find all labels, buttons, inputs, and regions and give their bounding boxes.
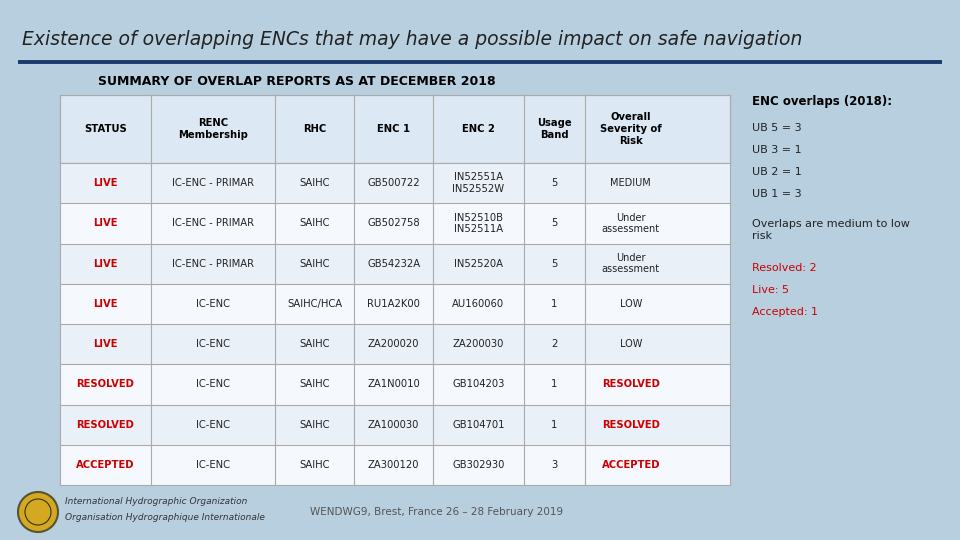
Text: ENC overlaps (2018):: ENC overlaps (2018):	[752, 95, 892, 108]
Text: ZA300120: ZA300120	[368, 460, 420, 470]
Text: ACCEPTED: ACCEPTED	[602, 460, 660, 470]
FancyBboxPatch shape	[60, 203, 730, 244]
Text: SAIHC: SAIHC	[300, 218, 330, 228]
Text: IC-ENC: IC-ENC	[196, 299, 230, 309]
Text: Resolved: 2: Resolved: 2	[752, 263, 817, 273]
Text: Usage
Band: Usage Band	[538, 118, 572, 140]
Text: 5: 5	[551, 178, 558, 188]
FancyBboxPatch shape	[60, 364, 730, 404]
Text: LOW: LOW	[619, 299, 642, 309]
Text: RHC: RHC	[303, 124, 326, 134]
Text: GB302930: GB302930	[452, 460, 505, 470]
Text: 1: 1	[551, 299, 558, 309]
FancyBboxPatch shape	[60, 284, 730, 324]
Text: IC-ENC: IC-ENC	[196, 339, 230, 349]
Text: 2: 2	[551, 339, 558, 349]
Text: WENDWG9, Brest, France 26 – 28 February 2019: WENDWG9, Brest, France 26 – 28 February …	[310, 507, 564, 517]
Text: 3: 3	[551, 460, 558, 470]
Text: IC-ENC: IC-ENC	[196, 460, 230, 470]
Text: IN52551A
IN52552W: IN52551A IN52552W	[452, 172, 504, 194]
Text: SAIHC: SAIHC	[300, 259, 330, 268]
Text: Overlaps are medium to low
risk: Overlaps are medium to low risk	[752, 219, 910, 241]
Text: 1: 1	[551, 380, 558, 389]
Text: IC-ENC - PRIMAR: IC-ENC - PRIMAR	[172, 178, 254, 188]
Text: GB54232A: GB54232A	[367, 259, 420, 268]
Text: Live: 5: Live: 5	[752, 285, 789, 295]
FancyBboxPatch shape	[60, 404, 730, 445]
Text: RESOLVED: RESOLVED	[602, 380, 660, 389]
Text: GB500722: GB500722	[368, 178, 420, 188]
Text: RESOLVED: RESOLVED	[77, 380, 134, 389]
FancyBboxPatch shape	[60, 95, 730, 163]
Text: RESOLVED: RESOLVED	[602, 420, 660, 430]
Text: SAIHC: SAIHC	[300, 380, 330, 389]
Text: Under
assessment: Under assessment	[602, 253, 660, 274]
Text: LIVE: LIVE	[93, 259, 118, 268]
Text: IN52520A: IN52520A	[454, 259, 503, 268]
Text: Under
assessment: Under assessment	[602, 213, 660, 234]
Text: 5: 5	[551, 259, 558, 268]
Circle shape	[18, 492, 58, 532]
Text: Organisation Hydrographique Internationale: Organisation Hydrographique Internationa…	[65, 514, 265, 523]
Text: SAIHC: SAIHC	[300, 178, 330, 188]
Text: UB 5 = 3: UB 5 = 3	[752, 123, 802, 133]
FancyBboxPatch shape	[60, 244, 730, 284]
Text: ZA200020: ZA200020	[368, 339, 420, 349]
Text: SAIHC: SAIHC	[300, 420, 330, 430]
Text: LIVE: LIVE	[93, 178, 118, 188]
Text: LIVE: LIVE	[93, 218, 118, 228]
Text: ZA200030: ZA200030	[453, 339, 504, 349]
Text: MEDIUM: MEDIUM	[611, 178, 651, 188]
Text: IC-ENC: IC-ENC	[196, 420, 230, 430]
Text: RENC
Membership: RENC Membership	[179, 118, 248, 140]
Text: Existence of overlapping ENCs that may have a possible impact on safe navigation: Existence of overlapping ENCs that may h…	[22, 30, 803, 49]
Text: ENC 2: ENC 2	[462, 124, 494, 134]
Text: GB502758: GB502758	[368, 218, 420, 228]
Text: ENC 1: ENC 1	[377, 124, 410, 134]
Text: SUMMARY OF OVERLAP REPORTS AS AT DECEMBER 2018: SUMMARY OF OVERLAP REPORTS AS AT DECEMBE…	[98, 75, 495, 88]
Text: STATUS: STATUS	[84, 124, 127, 134]
Text: RU1A2K00: RU1A2K00	[368, 299, 420, 309]
Text: IN52510B
IN52511A: IN52510B IN52511A	[454, 213, 503, 234]
Text: Accepted: 1: Accepted: 1	[752, 307, 818, 317]
Text: UB 3 = 1: UB 3 = 1	[752, 145, 802, 155]
Text: UB 2 = 1: UB 2 = 1	[752, 167, 802, 177]
Text: LOW: LOW	[619, 339, 642, 349]
Text: Overall
Severity of
Risk: Overall Severity of Risk	[600, 112, 661, 146]
Text: SAIHC/HCA: SAIHC/HCA	[287, 299, 342, 309]
Text: RESOLVED: RESOLVED	[77, 420, 134, 430]
Text: ACCEPTED: ACCEPTED	[76, 460, 134, 470]
Text: ZA1N0010: ZA1N0010	[368, 380, 420, 389]
Text: International Hydrographic Organization: International Hydrographic Organization	[65, 497, 248, 507]
Text: IC-ENC - PRIMAR: IC-ENC - PRIMAR	[172, 218, 254, 228]
Text: SAIHC: SAIHC	[300, 460, 330, 470]
Text: IC-ENC - PRIMAR: IC-ENC - PRIMAR	[172, 259, 254, 268]
Text: LIVE: LIVE	[93, 339, 118, 349]
Text: GB104203: GB104203	[452, 380, 505, 389]
Text: AU160060: AU160060	[452, 299, 504, 309]
Text: GB104701: GB104701	[452, 420, 505, 430]
FancyBboxPatch shape	[60, 163, 730, 203]
Text: IC-ENC: IC-ENC	[196, 380, 230, 389]
Text: UB 1 = 3: UB 1 = 3	[752, 189, 802, 199]
Text: 5: 5	[551, 218, 558, 228]
Text: 1: 1	[551, 420, 558, 430]
FancyBboxPatch shape	[60, 324, 730, 365]
Text: ZA100030: ZA100030	[368, 420, 420, 430]
FancyBboxPatch shape	[60, 445, 730, 485]
Text: SAIHC: SAIHC	[300, 339, 330, 349]
Text: LIVE: LIVE	[93, 299, 118, 309]
